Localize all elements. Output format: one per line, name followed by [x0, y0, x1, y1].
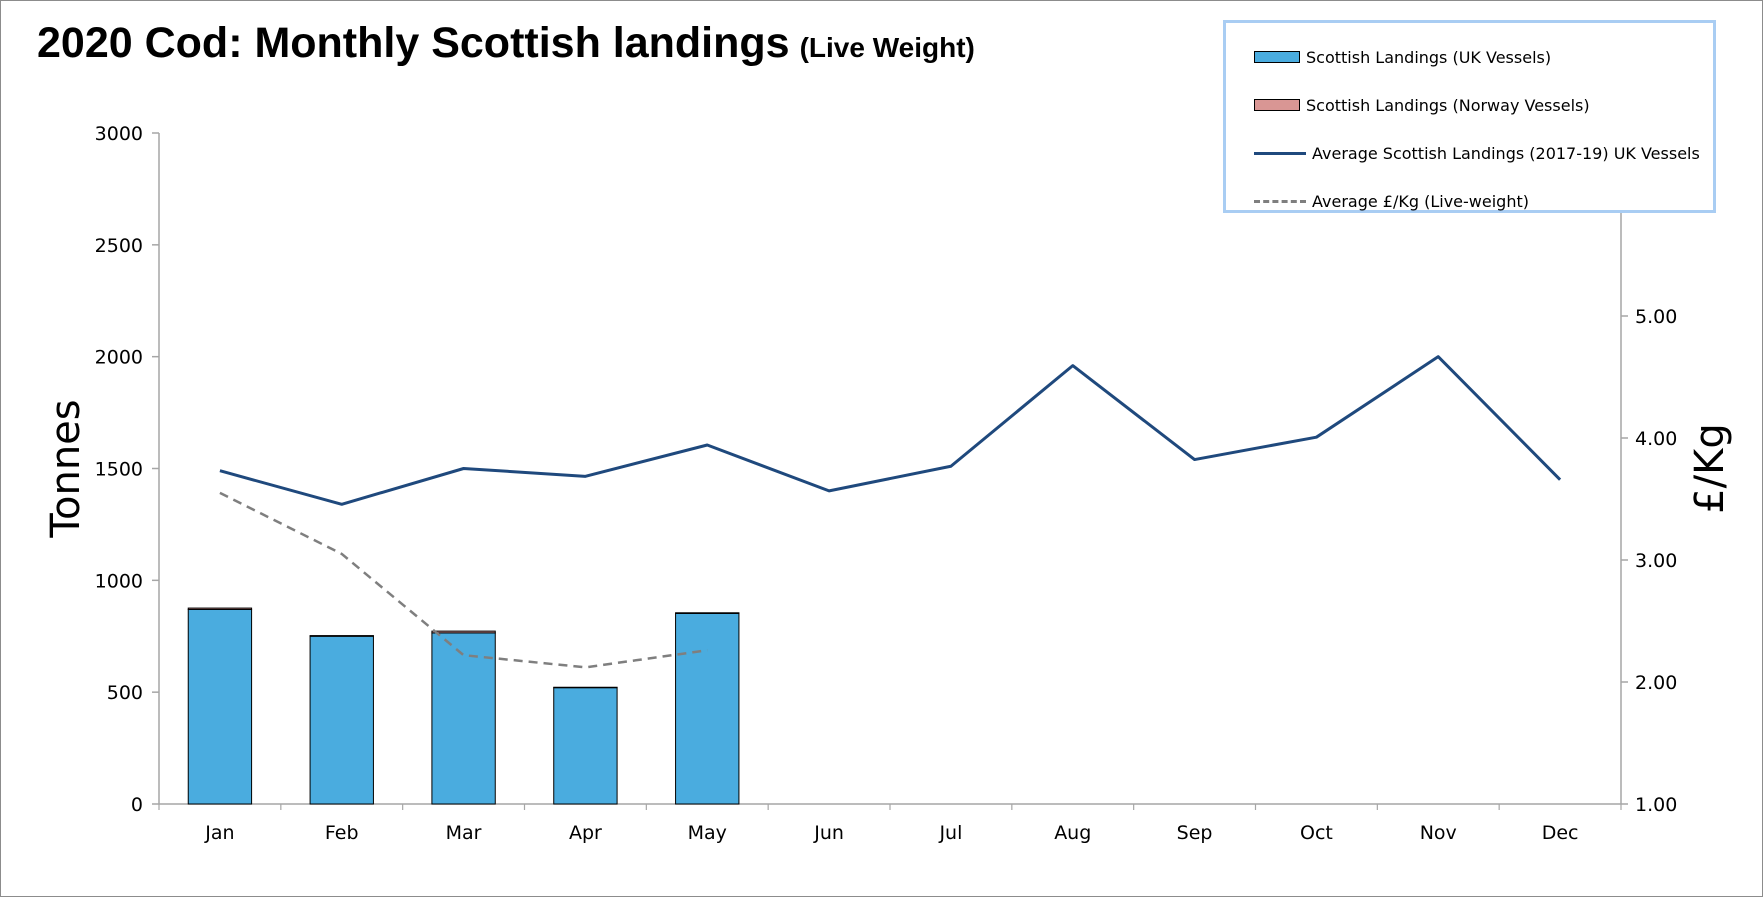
- y-axis-title: Tonnes: [43, 399, 89, 538]
- legend-label-price: Average £/Kg (Live-weight): [1312, 191, 1529, 211]
- bar-norway-vessels: [187, 607, 253, 610]
- x-tick-label: Apr: [569, 822, 602, 844]
- y-tick-label: 3000: [95, 123, 143, 145]
- legend-item-uk: Scottish Landings (UK Vessels): [1254, 47, 1551, 67]
- legend-label-avg: Average Scottish Landings (2017-19) UK V…: [1312, 143, 1700, 163]
- x-tick-label: Mar: [446, 822, 482, 844]
- legend-item-price: Average £/Kg (Live-weight): [1254, 191, 1529, 211]
- x-tick-label: Nov: [1420, 822, 1457, 844]
- bar-uk-vessels: [187, 608, 253, 805]
- bar-uk-vessels: [675, 612, 740, 805]
- y2-axis-title: £/Kg: [1687, 423, 1733, 514]
- bar-norway-vessels: [309, 635, 374, 637]
- chart-title-main: 2020 Cod: Monthly Scottish landings: [37, 19, 790, 67]
- x-tick-label: Jul: [938, 822, 962, 844]
- y2-tick-label: 2.00: [1635, 672, 1677, 694]
- legend-label-uk: Scottish Landings (UK Vessels): [1306, 47, 1552, 67]
- chart-legend: Scottish Landings (UK Vessels) Scottish …: [1223, 20, 1716, 213]
- x-tick-label: Aug: [1054, 822, 1091, 844]
- bar-uk-vessels: [553, 687, 618, 805]
- y-tick-label: 2500: [95, 235, 143, 257]
- x-tick-label: Sep: [1177, 822, 1213, 844]
- y-tick-label: 500: [107, 682, 143, 704]
- line-average-price: [219, 491, 708, 669]
- y-tick-label: 1000: [95, 570, 143, 592]
- legend-swatch-avg: [1254, 151, 1306, 155]
- bar-norway-vessels: [431, 630, 496, 634]
- y2-tick-label: 3.00: [1635, 550, 1677, 572]
- y2-tick-label: 4.00: [1635, 428, 1677, 450]
- legend-item-norway: Scottish Landings (Norway Vessels): [1254, 95, 1590, 115]
- y2-tick-label: 1.00: [1635, 794, 1677, 816]
- y2-tick-label: 5.00: [1635, 306, 1677, 328]
- legend-item-avg: Average Scottish Landings (2017-19) UK V…: [1254, 143, 1700, 163]
- x-tick-label: May: [688, 822, 727, 844]
- bar-uk-vessels: [431, 632, 496, 805]
- x-tick-label: Oct: [1300, 822, 1333, 844]
- chart-title-sub: (Live Weight): [799, 32, 975, 63]
- line-average-landings: [219, 355, 1562, 506]
- legend-swatch-norway: [1254, 99, 1300, 111]
- x-tick-label: Jan: [204, 822, 234, 844]
- bar-norway-vessels: [675, 612, 740, 614]
- y-tick-label: 2000: [95, 347, 143, 369]
- y-tick-label: 0: [131, 794, 143, 816]
- x-tick-label: Feb: [325, 822, 359, 844]
- legend-swatch-price: [1254, 199, 1306, 203]
- x-tick-label: Dec: [1542, 822, 1579, 844]
- bar-uk-vessels: [309, 635, 374, 805]
- y-tick-label: 1500: [95, 459, 143, 481]
- legend-label-norway: Scottish Landings (Norway Vessels): [1306, 95, 1590, 115]
- chart-title: 2020 Cod: Monthly Scottish landings (Live…: [37, 19, 975, 68]
- legend-swatch-uk: [1254, 51, 1300, 63]
- x-tick-label: Jun: [813, 822, 844, 844]
